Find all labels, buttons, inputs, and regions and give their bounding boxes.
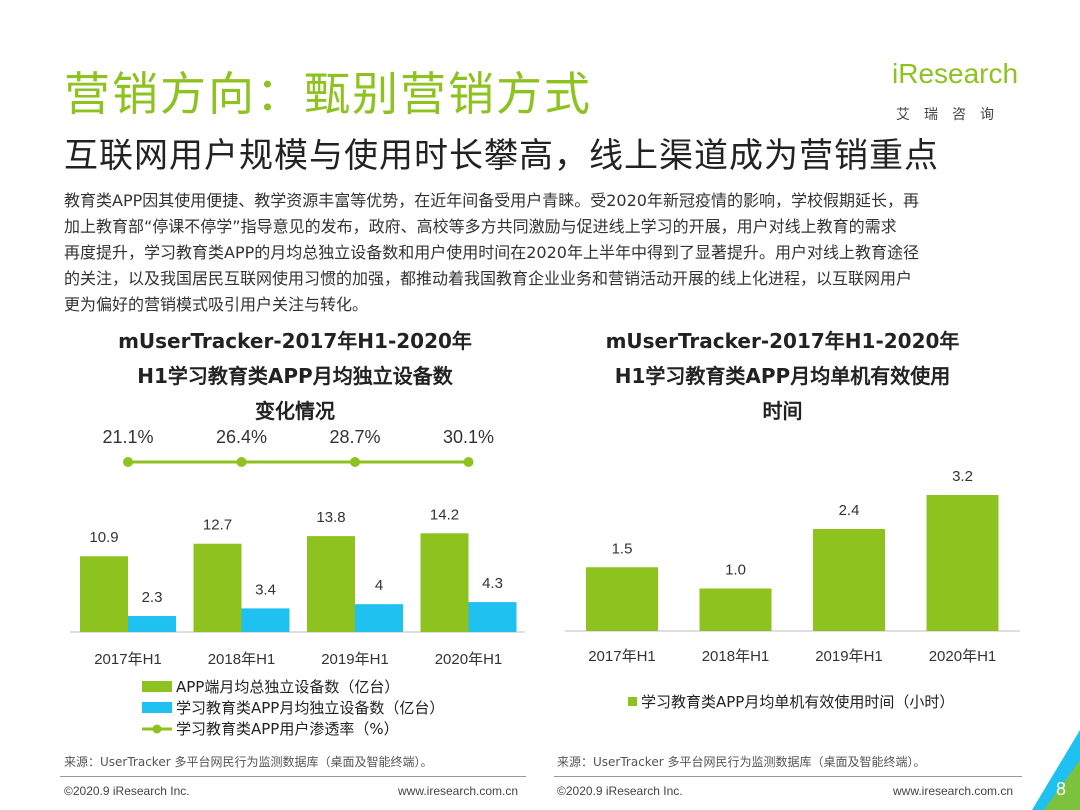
chart2-source: 来源：UserTracker 多平台网民行为监测数据库（桌面及智能终端）。 [557, 755, 926, 769]
chart1-data-label: 12.7 [203, 517, 232, 534]
legend-label: 学习教育类APP用户渗透率（%） [176, 720, 399, 738]
chart1-x-tick-label: 2019年H1 [321, 651, 389, 668]
chart2-bar [813, 529, 885, 631]
legend-item: 学习教育类APP月均单机有效使用时间（小时） [628, 691, 954, 712]
chart2-data-label: 2.4 [839, 502, 860, 519]
chart2-bar [586, 567, 658, 631]
iresearch-logo: iResearch 艾瑞咨询 [892, 58, 1032, 124]
chart1-x-tick-label: 2017年H1 [94, 651, 162, 668]
chart1-bar [355, 604, 403, 632]
chart1-bar [307, 536, 355, 632]
chart2-title-line: 时间 [762, 399, 803, 423]
chart1-rate-point [123, 457, 133, 467]
chart2-x-tick-label: 2020年H1 [929, 648, 997, 665]
chart1-bar [420, 533, 469, 632]
intro-paragraph: 教育类APP因其使用便捷、教学资源丰富等优势，在近年间备受用户青睐。受2020年… [64, 188, 1029, 318]
page-subtitle: 互联网用户规模与使用时长攀高，线上渠道成为营销重点 [64, 136, 939, 176]
chart1-rate-label: 21.1% [102, 427, 153, 447]
legend-swatch-blue [142, 702, 172, 713]
chart1-rate-point [463, 457, 474, 467]
chart1-rate-label: 30.1% [443, 427, 494, 447]
chart1-rate-label: 26.4% [216, 427, 267, 447]
chart2-x-tick-label: 2017年H1 [588, 648, 656, 665]
chart2-legend: 学习教育类APP月均单机有效使用时间（小时） [628, 691, 954, 712]
chart2-data-label: 3.2 [952, 468, 973, 485]
legend-item: 学习教育类APP用户渗透率（%） [142, 718, 444, 739]
chart1-data-label: 2.3 [142, 589, 163, 606]
footer-divider-left [60, 776, 526, 777]
footer-copyright-right: ©2020.9 iResearch Inc. [557, 784, 683, 798]
chart1-data-label: 4 [375, 577, 383, 594]
chart1-source: 来源：UserTracker 多平台网民行为监测数据库（桌面及智能终端）。 [64, 755, 433, 769]
corner-decoration [1032, 730, 1080, 810]
chart1-rate-label: 28.7% [329, 427, 380, 447]
chart2-bar [699, 588, 772, 631]
page-title: 营销方向：甄别营销方式 [64, 67, 592, 121]
chart1-title: mUserTracker-2017年H1-2020年 H1学习教育类APP月均独… [60, 324, 530, 429]
chart2-title-line: H1学习教育类APP月均单机有效使用 [614, 364, 951, 388]
chart1-rate-point [236, 457, 247, 467]
chart1-data-label: 14.2 [430, 506, 459, 523]
chart2-data-label: 1.5 [612, 540, 633, 557]
legend-swatch-green [628, 697, 637, 706]
legend-label: 学习教育类APP月均单机有效使用时间（小时） [641, 693, 955, 711]
chart1-rate-point [350, 457, 360, 467]
legend-item: APP端月均总独立设备数（亿台） [142, 676, 444, 697]
page-number: 8 [1055, 779, 1066, 799]
legend-swatch-green [142, 681, 172, 692]
legend-line-marker [142, 724, 172, 733]
chart1-title-line: H1学习教育类APP月均独立设备数 [137, 364, 453, 388]
chart1-x-tick-label: 2020年H1 [435, 651, 503, 668]
chart1-bar [128, 616, 176, 632]
chart1-x-tick-label: 2018年H1 [208, 651, 276, 668]
legend-label: APP端月均总独立设备数（亿台） [176, 678, 400, 696]
chart2-bar [926, 495, 999, 631]
chart1-data-label: 4.3 [482, 575, 503, 592]
chart1-title-line: mUserTracker-2017年H1-2020年 [118, 329, 472, 353]
chart1-data-label: 3.4 [255, 581, 276, 598]
logo-main-text: iResearch [892, 58, 1019, 89]
legend-label: 学习教育类APP月均独立设备数（亿台） [176, 699, 445, 717]
chart2-data-label: 1.0 [725, 562, 746, 579]
paragraph-line: 的关注，以及我国居民互联网使用习惯的加强，都推动着我国教育企业业务和营销活动开展… [64, 269, 913, 288]
chart1-bar [468, 602, 517, 632]
chart1-data-label: 13.8 [316, 509, 345, 526]
footer-url-right: www.iresearch.com.cn [893, 784, 1014, 798]
footer-divider-right [554, 776, 1022, 777]
chart2-x-tick-label: 2018年H1 [702, 648, 770, 665]
chart1-data-label: 10.9 [89, 529, 118, 546]
chart1-bar [241, 608, 290, 632]
paragraph-line: 再度提升，学习教育类APP的月均总独立设备数和用户使用时间在2020年上半年中得… [64, 243, 919, 262]
footer-copyright-left: ©2020.9 iResearch Inc. [64, 784, 190, 798]
footer-url-left: www.iresearch.com.cn [398, 784, 519, 798]
paragraph-line: 加上教育部“停课不停学”指导意见的发布，政府、高校等多方共同激励与促进线上学习的… [64, 217, 897, 236]
chart1-bar [80, 556, 128, 632]
legend-item: 学习教育类APP月均独立设备数（亿台） [142, 697, 444, 718]
logo-sub-text: 艾瑞咨询 [896, 107, 1008, 123]
chart2-x-tick-label: 2019年H1 [815, 648, 883, 665]
chart1-title-line: 变化情况 [255, 399, 335, 423]
chart2-title: mUserTracker-2017年H1-2020年 H1学习教育类APP月均单… [560, 324, 1005, 429]
chart1-legend: APP端月均总独立设备数（亿台） 学习教育类APP月均独立设备数（亿台） 学习教… [142, 676, 444, 739]
chart1-bar [193, 543, 242, 632]
paragraph-line: 更为偏好的营销模式吸引用户关注与转化。 [64, 295, 369, 314]
chart2-title-line: mUserTracker-2017年H1-2020年 [605, 329, 960, 353]
paragraph-line: 教育类APP因其使用便捷、教学资源丰富等优势，在近年间备受用户青睐。受2020年… [64, 191, 919, 210]
